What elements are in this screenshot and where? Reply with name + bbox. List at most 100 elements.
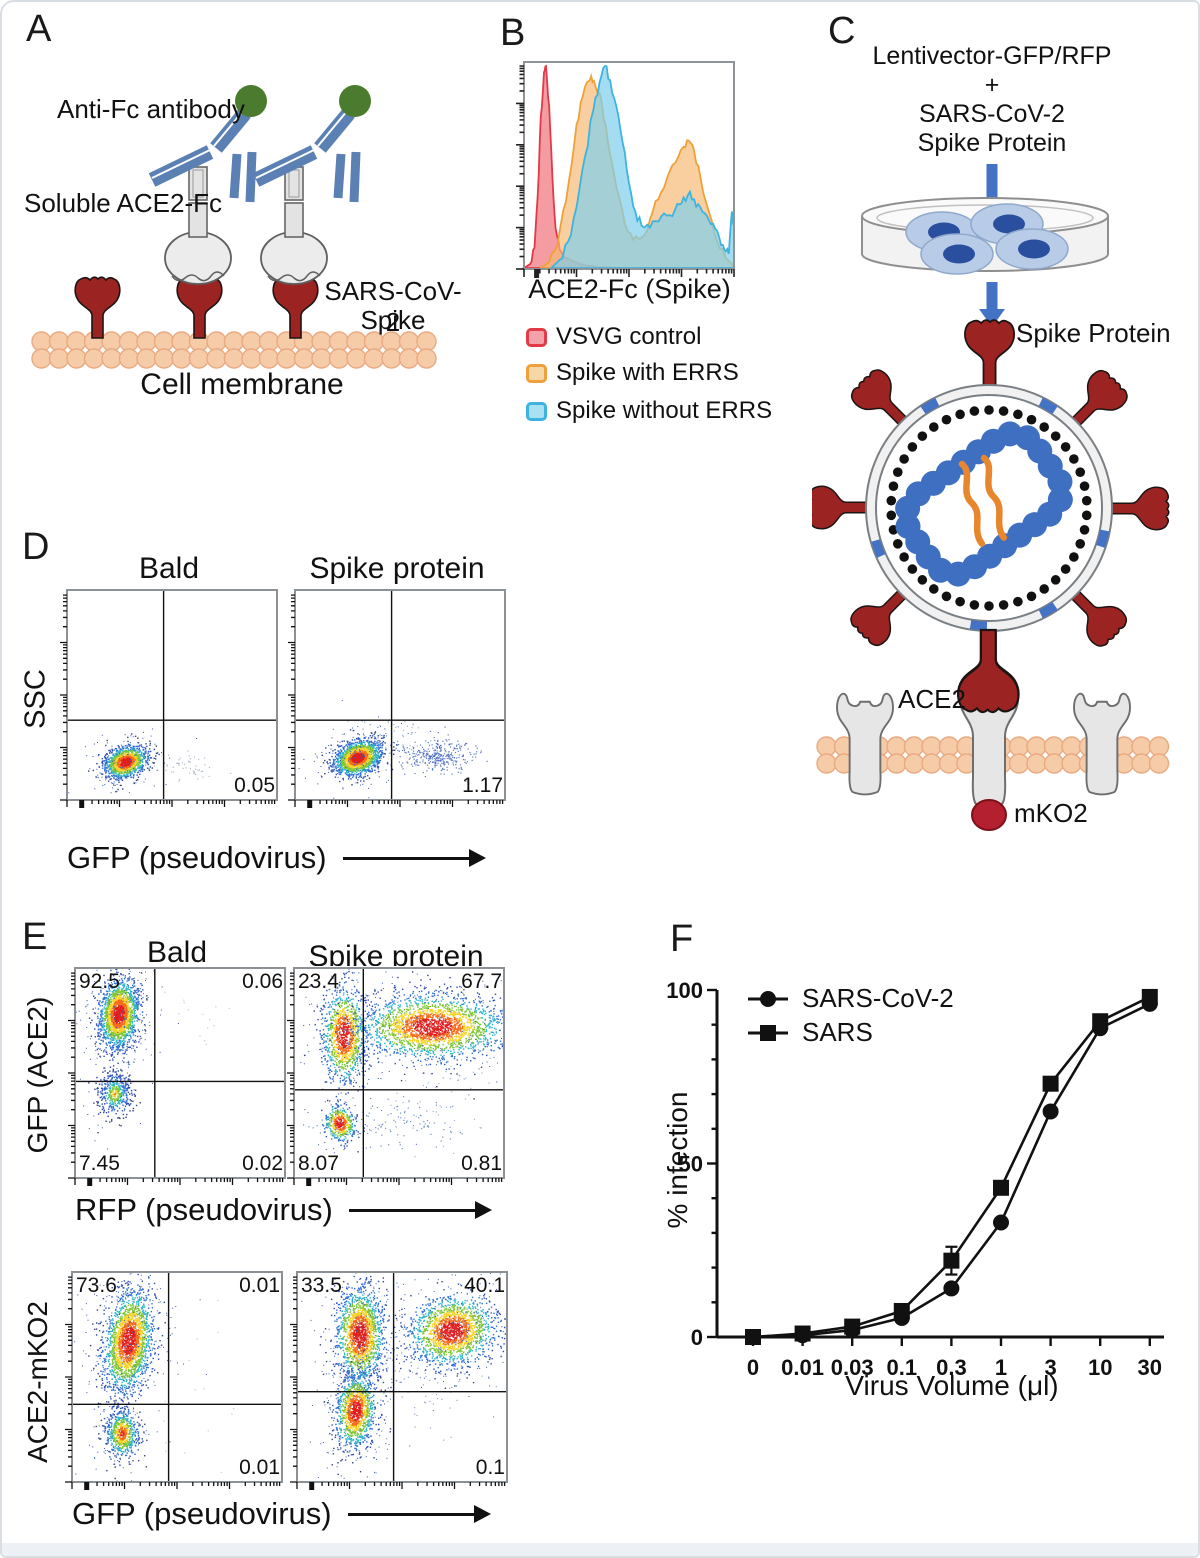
flow-plot-d-spike: 1.17 [287, 588, 507, 812]
quadrant-value-tl: 33.5 [301, 1274, 342, 1297]
flow-canvas [59, 588, 279, 812]
soluble-ace2fc-label: Soluble ACE2-Fc [24, 188, 222, 218]
quadrant-value-br: 0.01 [239, 1456, 280, 1479]
cell-nucleus [993, 214, 1025, 234]
ace2-fc-stalk [188, 202, 208, 238]
y-ticks [707, 988, 717, 1339]
panel-e-letter: E [22, 916, 48, 958]
rna-strand [980, 454, 1008, 541]
sars-cov2-spike-label-line1: SARS-CoV-2 [324, 276, 462, 337]
panel-a-diagram [31, 85, 437, 369]
panel-d-title-spike: Spike protein [309, 552, 485, 585]
header-line: SARS-CoV-2 [919, 100, 1065, 128]
x-tick-label: 0.01 [781, 1355, 824, 1380]
square-marker [1042, 1075, 1059, 1092]
legend-label: VSVG control [556, 323, 702, 350]
quadrant-value-br: 0.81 [461, 1152, 502, 1175]
square-marker [893, 1302, 910, 1319]
quadrant-value-br: 1.17 [462, 774, 503, 797]
membrane-pattern [31, 331, 437, 369]
square-marker [993, 1179, 1009, 1196]
square-marker [943, 1252, 960, 1269]
quadrant-value-br: 0.02 [242, 1152, 283, 1175]
spike-protein-shape [850, 369, 908, 427]
quadrant-value-tl: 73.6 [76, 1274, 117, 1297]
circle-marker [993, 1214, 1009, 1231]
spike-protein-shape [957, 628, 1020, 714]
cell-nucleus [1018, 239, 1050, 259]
flow-plot-e1-bald: 92.5 0.06 7.45 0.02 [67, 966, 287, 1190]
f-legend-sars: SARS [746, 1017, 873, 1048]
flow-canvas [286, 966, 506, 1190]
x-axis-arrow-icon [347, 1504, 491, 1523]
square-marker [1092, 1013, 1109, 1030]
header-line: Lentivector-GFP/RFP [872, 42, 1112, 70]
x-tick-label: 0.3 [936, 1355, 967, 1380]
spike-protein-shape [272, 276, 319, 339]
x-tick-label: 3 [1044, 1355, 1056, 1380]
circle-marker [943, 1280, 960, 1297]
anti-fc-antibody-shape [252, 85, 371, 203]
x-tick-label: 0 [747, 1355, 759, 1380]
ace2-fc-bulb [164, 231, 232, 285]
panel-e-row2-xlabel: GFP (pseudovirus) [72, 1496, 332, 1531]
ace2-fc-bulb [260, 231, 328, 285]
f-legend-sars-cov2: SARS-CoV-2 [746, 983, 954, 1014]
flow-plot-e2-spike: 33.5 40.1 0.1 [289, 1270, 509, 1494]
x-axis-arrow-icon [342, 848, 486, 867]
spike-protein-shape [1070, 589, 1128, 647]
spike-protein-shape [812, 485, 868, 530]
legend-label: Spike with ERRS [556, 359, 739, 386]
panel-e-row2-xlabel-row: GFP (pseudovirus) [72, 1496, 491, 1532]
square-marker [745, 1329, 761, 1345]
legend-item-spike-no-errs: Spike without ERRS [526, 397, 772, 425]
panel-f-letter: F [670, 918, 694, 960]
ace2-fc-stalk [284, 202, 304, 238]
spike-protein-shape [176, 276, 223, 339]
panel-d-xlabel-row: GFP (pseudovirus) [67, 840, 486, 876]
spike-protein-label: Spike Protein [1016, 318, 1171, 348]
panel-d-letter: D [22, 526, 50, 568]
flow-canvas [64, 1270, 284, 1494]
rim-segment [1096, 529, 1110, 548]
quadrant-value-tr: 67.7 [461, 970, 502, 993]
cell-membrane-label: Cell membrane [140, 368, 344, 401]
panel-d-xlabel: GFP (pseudovirus) [67, 840, 327, 875]
flow-plot-e2-bald: 73.6 0.01 0.01 [64, 1270, 284, 1494]
histogram-curve [549, 65, 735, 269]
rim-segment [969, 620, 988, 631]
spike-without-errs-swatch-icon [526, 401, 547, 421]
quadrant-value-tl: 23.4 [298, 970, 339, 993]
panel-f-xlabel: Virus Volume (μl) [845, 1370, 1059, 1401]
panel-c-diagram [812, 164, 1170, 831]
panel-f-line-chart: 0 50 100 0 0.01 0.03 0.1 0.3 1 3 10 30 [666, 978, 1164, 1380]
y-tick-label: 50 [679, 1152, 703, 1177]
spike-protein-shape [964, 319, 1015, 388]
quadrant-value-bl: 7.45 [79, 1152, 120, 1175]
panel-d-ylabel: SSC [19, 669, 52, 729]
panel-f-ylabel: % infection [662, 1091, 693, 1229]
rna-strand [958, 460, 986, 547]
header-line: Spike Protein [917, 129, 1067, 157]
square-marker [1141, 988, 1158, 1005]
x-tick-label: 0.03 [831, 1355, 874, 1380]
f-legend-label: SARS [802, 1017, 873, 1047]
panel-d-title-bald: Bald [138, 552, 200, 585]
page-bottom-strip [2, 1543, 1198, 1556]
x-tick-label: 1 [995, 1355, 1007, 1380]
quadrant-value-tr: 0.06 [242, 970, 283, 993]
x-tick-label: 10 [1088, 1355, 1112, 1380]
ace2-label: ACE2 [898, 684, 966, 714]
anti-fc-antibody-label: Anti-Fc antibody [57, 94, 245, 124]
panel-b-xaxis-label: ACE2-Fc (Spike) [528, 274, 731, 304]
panel-c-header: Lentivector-GFP/RFP + SARS-CoV-2 Spike P… [842, 42, 1142, 158]
panel-b-letter: B [500, 12, 526, 54]
circle-marker-icon [748, 990, 788, 1007]
panel-e-row1-xlabel: RFP (pseudovirus) [75, 1192, 333, 1227]
flow-plot-d-bald: 0.05 [59, 588, 279, 812]
y-tick-label: 100 [666, 978, 703, 1003]
panel-e-row2-ylabel: ACE2-mKO2 [22, 1301, 53, 1463]
cell-nucleus [943, 244, 975, 264]
y-tick-label: 0 [691, 1325, 703, 1350]
